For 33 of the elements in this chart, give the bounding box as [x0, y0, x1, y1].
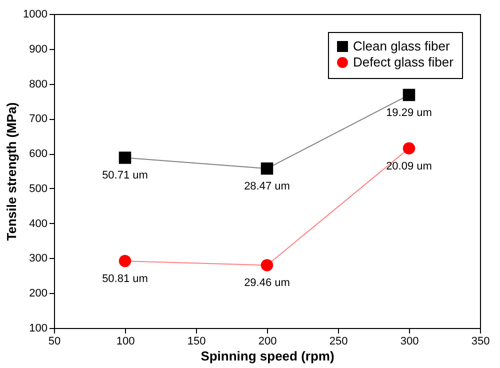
x-tick-label: 350 — [471, 336, 490, 348]
legend-label: Defect glass fiber — [353, 54, 454, 70]
point — [260, 259, 274, 272]
y-tick-label: 900 — [29, 43, 48, 56]
y-tick-label: 300 — [29, 252, 48, 265]
y-tick-label: 800 — [29, 78, 48, 90]
point — [118, 254, 132, 268]
x-tick-label: 50 — [48, 336, 61, 348]
annotation: 20.09 um — [386, 160, 432, 172]
x-tick-label: 200 — [258, 336, 277, 348]
y-axis-title: Tensile strength (MPa) — [4, 102, 20, 241]
y-tick-label: 1000 — [23, 8, 48, 20]
point — [118, 152, 132, 164]
y-tick-label: 700 — [29, 113, 48, 126]
point — [402, 142, 416, 154]
y-tick-label: 100 — [29, 322, 48, 334]
y-tick-label: 600 — [29, 148, 48, 160]
annotation: 50.81 um — [102, 273, 148, 286]
x-tick-label: 300 — [400, 336, 419, 348]
point — [260, 162, 274, 175]
annotation: 19.29 um — [386, 106, 432, 119]
x-tick-label: 250 — [329, 336, 348, 348]
x-tick-label: 150 — [187, 336, 206, 348]
annotation: 50.71 um — [102, 170, 148, 182]
annotation: 28.47 um — [244, 180, 290, 193]
point — [402, 88, 416, 102]
y-tick-label: 400 — [29, 218, 48, 230]
y-tick-label: 200 — [29, 288, 48, 300]
annotation: 29.46 um — [244, 277, 290, 290]
x-axis-title: Spinning speed (rpm) — [200, 348, 334, 364]
x-tick-label: 100 — [116, 336, 135, 348]
legend-label: Clean glass fiber — [353, 38, 450, 54]
y-tick-label: 500 — [29, 182, 48, 195]
